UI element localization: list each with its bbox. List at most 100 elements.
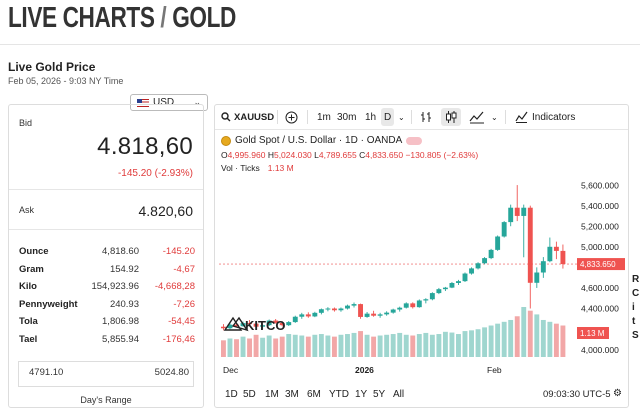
- clipped-text: t: [632, 316, 636, 327]
- candle-body: [469, 268, 474, 274]
- volume-bar: [377, 335, 383, 357]
- day-range-high: 5024.80: [154, 367, 189, 378]
- divider: [411, 110, 412, 124]
- unit-change: -4,67: [173, 263, 195, 275]
- volume-bar: [371, 336, 377, 357]
- unit-row: Pennyweight 240.93 -7,26: [19, 296, 195, 314]
- indicators-button[interactable]: Indicators: [515, 105, 575, 129]
- candle-body: [501, 222, 507, 237]
- settings-icon[interactable]: ⚙: [613, 388, 622, 399]
- y-tick-label: 5,000.000: [581, 242, 619, 252]
- volume-bar: [442, 331, 448, 357]
- range-1m-button[interactable]: 1M: [265, 389, 279, 400]
- volume-bar: [273, 338, 279, 357]
- candle-body: [227, 324, 233, 329]
- title-main: LIVE CHARTS: [8, 2, 155, 34]
- candle-body: [351, 304, 357, 306]
- unit-name: Tael: [19, 333, 38, 345]
- candle-body: [292, 316, 298, 323]
- chart-toolbar: XAUUSD 1m 30m 1h D ⌄ ⌄ Indicators: [215, 105, 628, 130]
- low-label: L: [314, 150, 319, 160]
- clipped-text: i: [632, 302, 635, 313]
- unit-price: 1,806.98: [102, 316, 139, 328]
- interval-1h[interactable]: 1h: [365, 111, 377, 123]
- range-1y-button[interactable]: 1Y: [355, 389, 368, 400]
- range-6m-button[interactable]: 6M: [307, 389, 321, 400]
- price-chart[interactable]: 5,600.000 5,400.000 5,200.000 5,000.000 4,60…: [215, 175, 628, 379]
- open-value: 4,995.960: [227, 150, 266, 160]
- volume-bar: [266, 335, 272, 357]
- volume-bar: [514, 316, 520, 357]
- chevron-down-icon[interactable]: ⌄: [398, 112, 405, 122]
- candle-body: [364, 313, 370, 317]
- clipped-text: S: [632, 330, 639, 341]
- unit-change: -54,45: [168, 316, 195, 328]
- header-divider: [0, 44, 640, 45]
- interval-1m[interactable]: 1m: [317, 111, 331, 123]
- unit-price: 154.92: [109, 263, 139, 275]
- candle-body: [286, 322, 292, 326]
- current-price-label: 4,833.650: [580, 260, 616, 269]
- volume-bar: [286, 334, 292, 357]
- unit-name: Tola: [19, 316, 38, 328]
- volume-bar: [247, 338, 253, 357]
- volume-bar: [390, 334, 396, 357]
- range-5d-button[interactable]: 5D: [243, 389, 256, 400]
- volume-bar: [501, 321, 507, 357]
- candle-body: [371, 313, 377, 316]
- range-ytd-button[interactable]: YTD: [329, 389, 349, 400]
- kitco-logo-icon: [223, 316, 249, 332]
- candle-body: [423, 299, 429, 301]
- volume-bar: [331, 336, 337, 357]
- unit-change: -4,668,28: [154, 281, 195, 293]
- candle-body: [475, 263, 481, 269]
- candles-style-button[interactable]: [441, 108, 461, 126]
- open-label: O: [221, 150, 228, 160]
- candle-body: [514, 207, 520, 216]
- volume-bar: [488, 325, 494, 357]
- chevron-down-icon[interactable]: ⌄: [491, 112, 498, 122]
- volume-bar: [540, 319, 546, 357]
- range-5y-button[interactable]: 5Y: [373, 389, 386, 400]
- volume-bar: [423, 332, 429, 357]
- symbol-search[interactable]: XAUUSD: [221, 105, 274, 129]
- compare-button[interactable]: [285, 105, 298, 129]
- gold-coin-icon: [221, 135, 231, 146]
- bar-replay-button[interactable]: [419, 105, 433, 129]
- range-1d-button[interactable]: 1D: [225, 389, 238, 400]
- x-tick-label: Feb: [487, 365, 502, 375]
- volume-bar: [436, 334, 442, 357]
- volume-bar: [410, 335, 416, 357]
- range-all-button[interactable]: All: [393, 389, 405, 400]
- close-value: 4,833.650: [365, 150, 404, 160]
- interval-d[interactable]: D: [381, 108, 395, 126]
- volume-bar: [318, 334, 324, 357]
- bid-value: 4.818,60: [97, 133, 193, 160]
- candle-body: [273, 320, 279, 323]
- clipped-text: C: [632, 288, 640, 299]
- x-tick-label: Dec: [223, 365, 239, 375]
- candle-body: [495, 236, 501, 250]
- range-bar: 09:03:30 UTC-5 1D 5D 1M 3M 6M YTD 1Y 5Y All ⚙: [215, 383, 628, 407]
- candle-body: [397, 307, 403, 310]
- volume-bar: [397, 332, 403, 357]
- y-tick-label: 4,600.000: [581, 283, 619, 293]
- unit-price-table: Ounce 4,818.60 -145.20 Gram 154.92 -4,67 Kilo 1…: [19, 243, 195, 348]
- candle-body: [390, 309, 396, 313]
- volume-bar: [429, 334, 435, 357]
- area-style-button[interactable]: [469, 105, 485, 129]
- candle-body: [384, 312, 390, 315]
- unit-row: Kilo 154,923.96 -4,668,28: [19, 278, 195, 296]
- unit-name: Pennyweight: [19, 298, 78, 310]
- range-3m-button[interactable]: 3M: [285, 389, 299, 400]
- currency-select[interactable]: USD ⌄: [130, 94, 208, 111]
- volume-bar: [521, 307, 527, 357]
- interval-30m[interactable]: 30m: [337, 111, 357, 123]
- clock-time: 09:03:30 UTC-5: [543, 389, 611, 400]
- high-value: 5,024.030: [273, 150, 312, 160]
- volume-bar: [495, 323, 501, 357]
- volume-bar: [305, 336, 311, 357]
- title-slash: /: [160, 2, 167, 34]
- candle-body: [345, 305, 350, 309]
- candle-body: [325, 308, 331, 310]
